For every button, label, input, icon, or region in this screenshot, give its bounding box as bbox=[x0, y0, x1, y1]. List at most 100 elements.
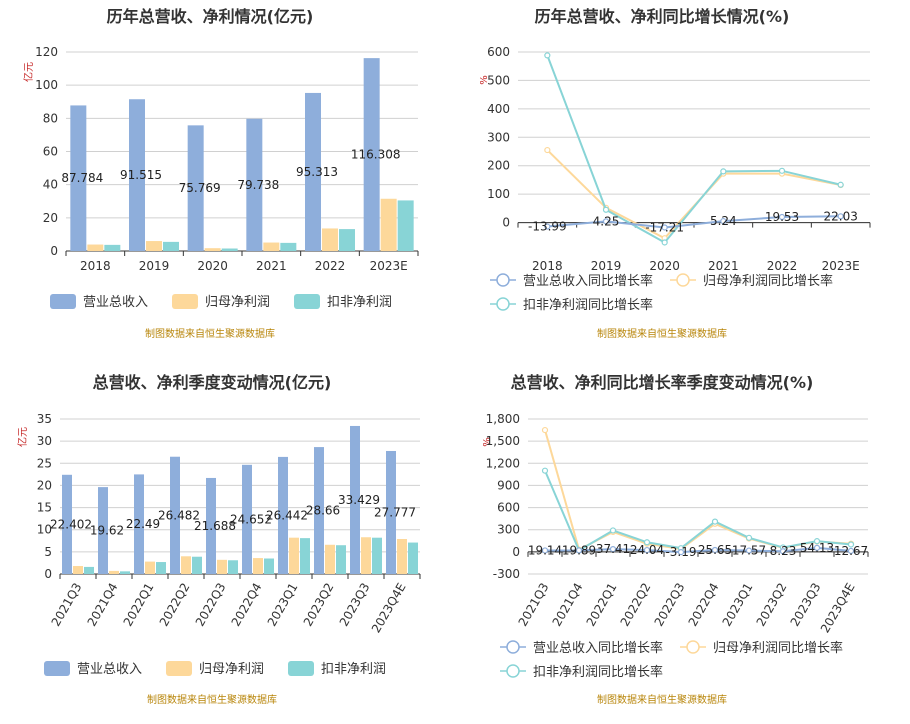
x-tick-label: 2023Q2 bbox=[301, 581, 337, 629]
bar-net-profit bbox=[146, 241, 162, 251]
chart-title: 历年总营收、净利同比增长情况(%) bbox=[535, 7, 790, 26]
line-data-label: 19.53 bbox=[765, 210, 799, 224]
bar-revenue bbox=[134, 474, 144, 574]
legend-marker bbox=[506, 664, 520, 678]
legend-label: 扣非净利润 bbox=[327, 295, 392, 310]
bar-data-label: 27.777 bbox=[374, 505, 416, 519]
x-tick-label: 2021 bbox=[256, 259, 287, 273]
legend-label: 营业总收入同比增长率 bbox=[523, 273, 653, 289]
y-tick-label: 0 bbox=[512, 545, 520, 559]
y-tick-label: 0 bbox=[44, 567, 52, 581]
bar-revenue bbox=[363, 58, 380, 252]
y-tick-label: 40 bbox=[43, 178, 58, 192]
series-line-deducted-profit-growth bbox=[546, 55, 841, 244]
series-point bbox=[609, 527, 617, 534]
bar-revenue bbox=[386, 450, 396, 574]
series-point bbox=[720, 217, 727, 225]
bar-net-profit bbox=[361, 537, 371, 574]
series-point bbox=[745, 547, 753, 554]
x-tick-label: 2022Q2 bbox=[618, 581, 654, 629]
series-point bbox=[609, 545, 617, 553]
y-tick-label: 600 bbox=[487, 45, 510, 59]
bar-revenue bbox=[98, 487, 108, 574]
y-tick-label: 20 bbox=[43, 211, 58, 225]
series-point bbox=[778, 167, 786, 174]
x-tick-label: 2021 bbox=[708, 259, 739, 273]
y-tick-label: 0 bbox=[502, 216, 510, 230]
series-line-revenue-growth bbox=[544, 546, 852, 554]
y-tick-label: 1,800 bbox=[486, 412, 520, 426]
bar-net-profit bbox=[380, 198, 397, 251]
x-tick-label: 2023E bbox=[822, 259, 860, 273]
x-tick-label: 2019 bbox=[139, 259, 170, 273]
x-tick-label: 2022Q3 bbox=[652, 581, 688, 629]
bar-data-label: 22.402 bbox=[50, 517, 92, 531]
legend-label: 营业总收入同比增长率 bbox=[533, 640, 663, 656]
source-note: 制图数据来自恒生聚源数据库 bbox=[597, 693, 727, 706]
legend-label: 扣非净利润同比增长率 bbox=[523, 297, 653, 313]
x-tick-label: 2022Q1 bbox=[584, 581, 620, 629]
series-point bbox=[544, 146, 551, 154]
x-tick-label: 2020 bbox=[649, 259, 680, 273]
series-point bbox=[602, 206, 610, 213]
bar-deducted-profit bbox=[264, 558, 274, 574]
x-tick-label: 2022Q4 bbox=[229, 581, 265, 629]
bar-revenue bbox=[129, 99, 145, 251]
bar-data-label: 26.482 bbox=[158, 508, 200, 522]
bar-revenue bbox=[350, 425, 360, 574]
line-data-label: -13.99 bbox=[528, 220, 567, 234]
chart-title: 总营收、净利同比增长率季度变动情况(%) bbox=[511, 373, 814, 392]
bar-data-label: 33.429 bbox=[338, 493, 380, 507]
bar-data-label: 91.515 bbox=[120, 168, 162, 182]
legend-swatch bbox=[166, 661, 192, 676]
bar-revenue bbox=[278, 456, 288, 574]
y-tick-label: 900 bbox=[497, 478, 520, 492]
line-data-label: 8.23 bbox=[770, 544, 797, 558]
series-line-deducted-profit-growth bbox=[544, 470, 852, 552]
series-point bbox=[779, 548, 787, 555]
bar-revenue bbox=[187, 125, 204, 251]
series-point bbox=[745, 534, 753, 541]
legend-label: 扣非净利润 bbox=[321, 662, 386, 677]
chart-annual-growth: 历年总营收、净利同比增长情况(%)% 0 100 200 300 400 500 600 201… bbox=[479, 7, 871, 340]
bar-data-label: 75.769 bbox=[179, 181, 221, 195]
y-axis-unit: % bbox=[482, 437, 493, 447]
bar-revenue bbox=[242, 464, 252, 574]
series-point bbox=[813, 544, 821, 551]
chart-quarter-growth: 总营收、净利同比增长率季度变动情况(%)% -300 0 300 600 900 1,200… bbox=[482, 373, 869, 706]
bar-data-label: 28.66 bbox=[306, 504, 340, 518]
series-line-net-profit-growth bbox=[544, 429, 852, 552]
bar-deducted-profit bbox=[221, 248, 238, 251]
bar-deducted-profit bbox=[228, 560, 238, 574]
series-point bbox=[711, 546, 719, 554]
y-axis-unit: 亿元 bbox=[16, 427, 29, 447]
bar-deducted-profit bbox=[336, 545, 346, 574]
y-tick-label: 80 bbox=[43, 111, 58, 125]
bar-deducted-profit bbox=[397, 200, 414, 251]
legend-swatch bbox=[288, 661, 314, 676]
x-tick-label: 2022 bbox=[767, 259, 798, 273]
x-tick-label: 2021Q4 bbox=[85, 581, 121, 629]
y-tick-label: 200 bbox=[487, 159, 510, 173]
bar-net-profit bbox=[322, 228, 338, 251]
line-data-label: 12.67 bbox=[834, 544, 868, 558]
y-tick-label: 25 bbox=[37, 456, 52, 470]
bar-data-label: 21.688 bbox=[194, 519, 236, 533]
y-tick-label: 300 bbox=[487, 130, 510, 144]
legend-marker bbox=[496, 297, 510, 311]
series-point bbox=[720, 168, 727, 175]
series-point bbox=[677, 548, 685, 556]
legend-marker bbox=[496, 273, 510, 287]
y-tick-label: -300 bbox=[493, 567, 520, 581]
legend-marker bbox=[686, 640, 700, 654]
bar-net-profit bbox=[87, 244, 104, 251]
bar-data-label: 19.62 bbox=[90, 524, 124, 538]
x-tick-label: 2019 bbox=[591, 259, 622, 273]
x-tick-label: 2023Q4E bbox=[818, 581, 858, 636]
series-point bbox=[837, 213, 844, 220]
bar-deducted-profit bbox=[156, 562, 166, 574]
y-tick-label: 10 bbox=[37, 523, 52, 537]
bar-deducted-profit bbox=[120, 571, 130, 574]
y-axis-unit: 亿元 bbox=[22, 62, 35, 82]
line-data-label: 22.03 bbox=[823, 209, 857, 223]
